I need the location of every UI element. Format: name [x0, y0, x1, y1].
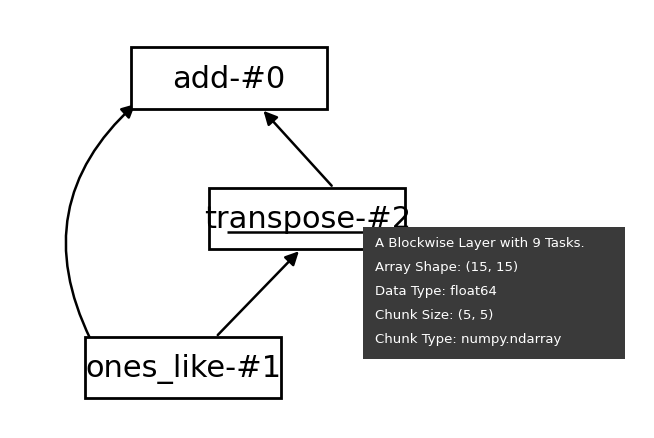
FancyBboxPatch shape: [209, 188, 405, 250]
Text: ones_like-#1: ones_like-#1: [85, 353, 281, 383]
FancyBboxPatch shape: [85, 337, 281, 399]
Text: transpose-#2: transpose-#2: [204, 205, 411, 233]
FancyBboxPatch shape: [131, 48, 327, 110]
Text: Data Type: float64: Data Type: float64: [375, 285, 496, 297]
Text: Chunk Type: numpy.ndarray: Chunk Type: numpy.ndarray: [375, 332, 561, 345]
FancyBboxPatch shape: [363, 228, 625, 359]
Text: add-#0: add-#0: [172, 64, 286, 93]
Text: Chunk Size: (5, 5): Chunk Size: (5, 5): [375, 308, 493, 321]
Text: Array Shape: (15, 15): Array Shape: (15, 15): [375, 261, 518, 274]
Text: A Blockwise Layer with 9 Tasks.: A Blockwise Layer with 9 Tasks.: [375, 237, 585, 250]
